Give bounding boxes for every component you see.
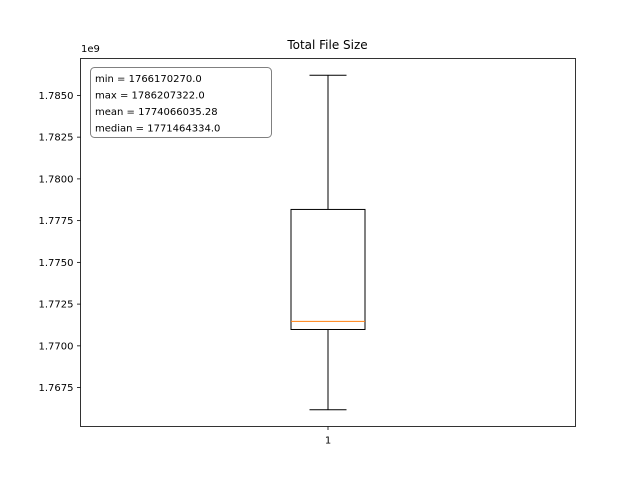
interquartile-box [290,208,366,330]
stats-line: max = 1786207322.0 [95,91,205,102]
y-axis: 1.7675 1.7700 1.7725 1.7750 1.7775 1.7800 1.78… [39,91,81,394]
stats-box-frame [90,67,272,138]
y-tick-label: 1.7675 [39,383,74,394]
stats-line: median = 1771464334.0 [95,124,220,135]
y-axis-offset-label: 1e9 [81,44,100,55]
y-tick-label: 1.7850 [39,91,74,102]
y-tick-label: 1.7750 [39,258,74,269]
y-tick-label: 1.7725 [39,300,74,311]
y-tick-label: 1.7775 [39,216,74,227]
stats-line: min = 1766170270.0 [95,74,202,85]
chart-title: Total File Size [286,38,367,52]
y-tick-label: 1.7825 [39,133,74,144]
stats-annotation-box: min = 1766170270.0 max = 1786207322.0 mean… [90,67,272,138]
stats-line: mean = 1774066035.28 [95,107,218,118]
x-tick-label: 1 [325,436,331,447]
box-series [290,74,366,411]
y-tick-label: 1.7800 [39,174,74,185]
x-axis: 1 [325,426,331,447]
y-tick-label: 1.7700 [39,341,74,352]
